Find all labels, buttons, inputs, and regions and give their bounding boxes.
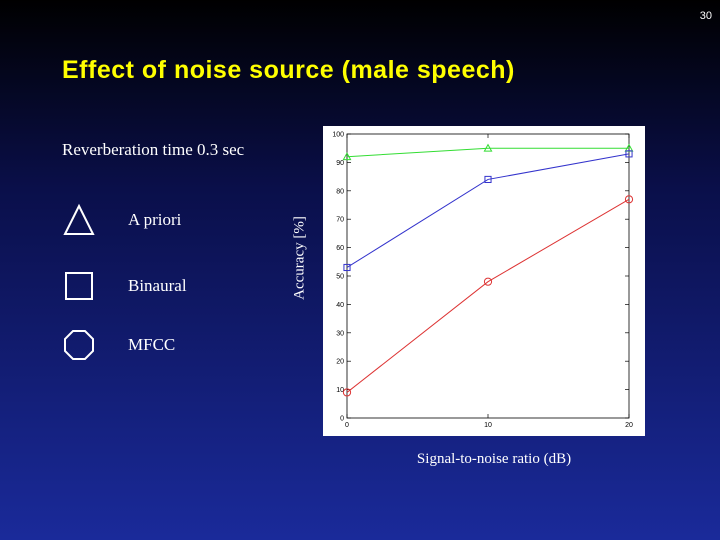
data-point-binaural bbox=[625, 150, 633, 158]
legend-item-a-priori: A priori bbox=[62, 203, 181, 237]
triangle-icon bbox=[63, 203, 95, 235]
series-line-a-priori bbox=[346, 147, 629, 158]
y-tick-label: 60 bbox=[336, 245, 344, 252]
data-point-mfcc bbox=[342, 388, 352, 397]
y-tick-label: 50 bbox=[336, 274, 344, 281]
slide-title: Effect of noise source (male speech) bbox=[62, 56, 515, 84]
square-icon bbox=[65, 272, 93, 300]
series-line-binaural bbox=[346, 153, 630, 268]
data-point-mfcc bbox=[483, 277, 493, 286]
data-point-a-priori bbox=[483, 143, 493, 152]
x-tick-label: 0 bbox=[345, 422, 349, 429]
legend-label-a-priori: A priori bbox=[128, 210, 182, 229]
legend-item-mfcc: MFCC bbox=[62, 328, 175, 362]
y-tick-label: 90 bbox=[336, 160, 344, 167]
page-number: 30 bbox=[699, 10, 712, 22]
data-point-binaural bbox=[343, 263, 351, 272]
data-point-binaural bbox=[484, 175, 492, 184]
subtitle: Reverberation time 0.3 sec bbox=[62, 140, 245, 159]
y-tick-label: 30 bbox=[336, 330, 344, 337]
octagon-icon bbox=[64, 330, 94, 360]
y-tick-label: 20 bbox=[336, 359, 344, 366]
data-point-mfcc bbox=[624, 195, 634, 204]
y-tick-label: 100 bbox=[332, 132, 344, 139]
y-tick-label: 70 bbox=[336, 217, 344, 224]
y-tick-label: 80 bbox=[336, 188, 344, 195]
legend-label-mfcc: MFCC bbox=[128, 335, 176, 354]
legend-label-binaural: Binaural bbox=[128, 276, 187, 295]
y-tick-label: 0 bbox=[340, 416, 344, 423]
y-tick-label: 40 bbox=[336, 302, 344, 309]
y-axis-label: Accuracy [%] bbox=[291, 216, 308, 300]
y-tick-label: 10 bbox=[336, 387, 344, 394]
x-axis-label: Signal-to-noise ratio (dB) bbox=[416, 451, 572, 467]
data-point-a-priori bbox=[342, 152, 352, 161]
x-tick-label: 20 bbox=[625, 422, 633, 429]
x-tick-label: 10 bbox=[484, 422, 492, 429]
accuracy-chart: 0 10 20 30 40 50 60 70 80 90 100 0 10 20 bbox=[323, 126, 645, 436]
legend-item-binaural: Binaural bbox=[62, 269, 187, 303]
series-line-mfcc bbox=[346, 198, 630, 393]
